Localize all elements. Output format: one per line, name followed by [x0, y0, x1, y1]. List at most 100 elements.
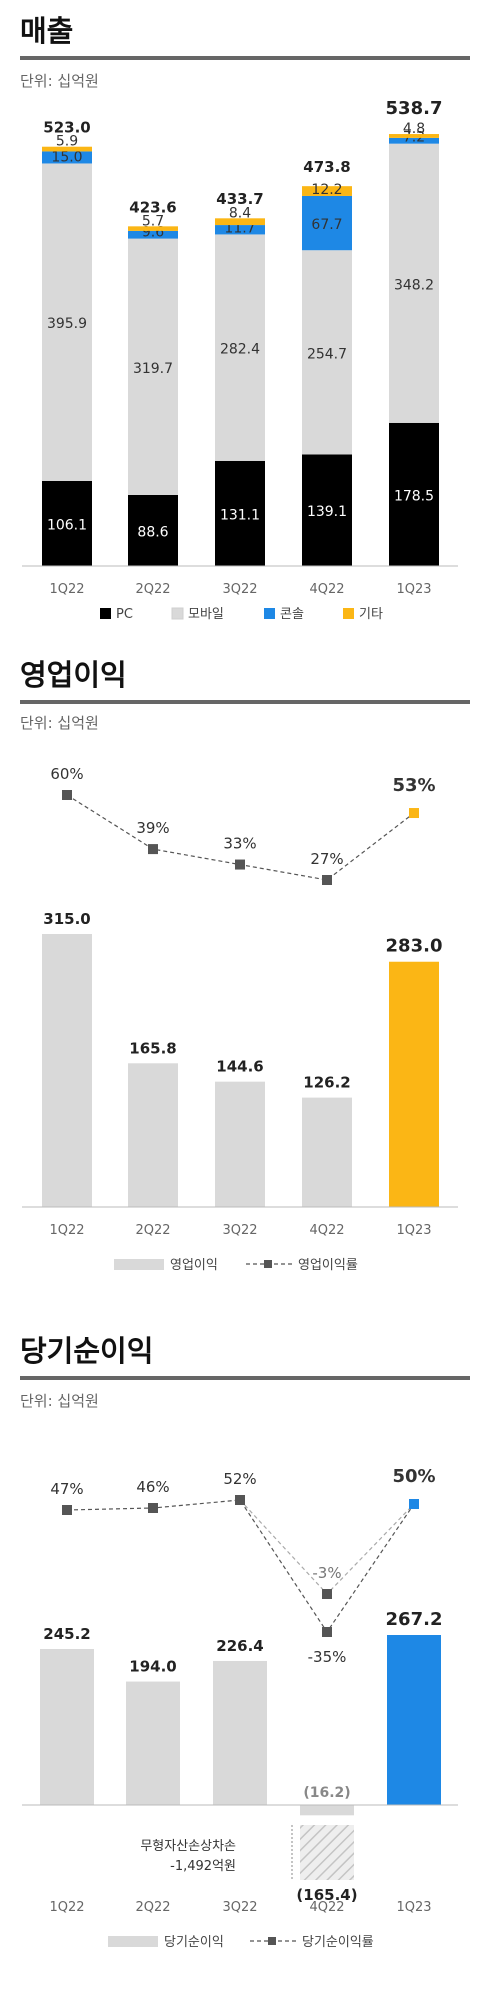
revenue-chart: 106.1395.915.05.9523.01Q2288.6319.79.65.…	[22, 98, 458, 622]
op-margin-point	[148, 844, 158, 855]
net-value-label: 245.2	[43, 1625, 90, 1643]
revenue-bar-콘솔-2Q22	[128, 230, 178, 239]
op-value-label: 165.8	[129, 1039, 176, 1057]
revenue-bar-PC-2Q22	[128, 494, 178, 566]
revenue-bar-기타-1Q22	[42, 146, 92, 152]
revenue-title: 매출	[20, 14, 74, 48]
revenue-bar-기타-4Q22	[302, 186, 352, 196]
revenue-bar-PC-1Q23	[389, 422, 439, 566]
revenue-value-label: 88.6	[137, 524, 168, 540]
net-x-tick: 1Q23	[396, 1900, 431, 1915]
net-adjusted-note-line1: 무형자산손상차손	[140, 1839, 236, 1854]
net-adjusted-label: (165.4)	[296, 1886, 357, 1904]
revenue-value-label: 12.2	[311, 182, 342, 198]
op-value-label: 144.6	[216, 1058, 263, 1076]
revenue-value-label: 131.1	[220, 507, 260, 523]
revenue-value-label: 15.0	[51, 149, 82, 165]
op-margin-point	[322, 875, 332, 885]
op-value-label: 315.0	[43, 910, 90, 928]
op-value-label: 126.2	[303, 1074, 350, 1092]
op-x-tick: 2Q22	[135, 1223, 170, 1238]
net-value-label: 267.2	[386, 1609, 443, 1630]
revenue-legend-label: 기타	[359, 607, 383, 622]
net-x-tick: 1Q22	[49, 1900, 84, 1915]
revenue-bar-콘솔-4Q22	[302, 195, 352, 251]
net-bar-2Q22	[126, 1681, 180, 1805]
revenue-bar-모바일-4Q22	[302, 250, 352, 455]
net-value-label: (16.2)	[303, 1785, 350, 1801]
op-legend-line-label: 영업이익률	[298, 1258, 358, 1273]
revenue-bar-콘솔-3Q22	[215, 225, 265, 235]
revenue-bar-기타-1Q23	[389, 134, 439, 138]
net-legend-bar-swatch	[108, 1936, 158, 1947]
revenue-x-tick: 2Q22	[135, 582, 170, 597]
net-x-tick: 3Q22	[222, 1900, 257, 1915]
revenue-legend-swatch	[100, 608, 111, 619]
revenue-bar-모바일-1Q22	[42, 163, 92, 481]
revenue-value-label: 4.8	[403, 121, 425, 137]
net-legend-line-label: 당기순이익률	[302, 1935, 374, 1950]
revenue-value-label: 178.5	[394, 488, 434, 504]
op-title-rule	[20, 700, 470, 704]
revenue-value-label: 395.9	[47, 316, 87, 332]
op-margin-label: 53%	[392, 775, 435, 796]
revenue-legend-label: PC	[116, 607, 133, 622]
net-margin-point	[409, 1499, 419, 1509]
revenue-legend-swatch	[264, 608, 275, 619]
net-bar-1Q23	[387, 1635, 441, 1805]
op-margin-label: 33%	[223, 835, 256, 853]
revenue-bar-기타-3Q22	[215, 218, 265, 226]
net-margin-label: 47%	[50, 1480, 83, 1498]
revenue-bar-PC-4Q22	[302, 454, 352, 566]
revenue-bar-모바일-1Q23	[389, 143, 439, 423]
net-bar-4Q22	[300, 1805, 354, 1816]
net-margin-label: 52%	[223, 1470, 256, 1488]
revenue-x-tick: 4Q22	[309, 582, 344, 597]
op-margin-point	[235, 859, 245, 870]
revenue-legend-swatch	[343, 608, 354, 619]
net-margin-point	[148, 1503, 158, 1513]
op-unit: 단위: 십억원	[20, 714, 99, 732]
op-bar-1Q23	[389, 961, 439, 1207]
revenue-total-label: 523.0	[43, 119, 90, 137]
revenue-bar-콘솔-1Q23	[389, 137, 439, 144]
op-x-tick: 1Q23	[396, 1223, 431, 1238]
net-x-tick: 2Q22	[135, 1900, 170, 1915]
revenue-value-label: 282.4	[220, 342, 260, 358]
revenue-value-label: 139.1	[307, 504, 347, 520]
net-value-label: 194.0	[129, 1658, 176, 1676]
net-margin-alt-label: -3%	[312, 1564, 341, 1582]
op-margin-point	[409, 808, 419, 819]
revenue-value-label: 8.4	[229, 205, 251, 221]
op-x-tick: 1Q22	[49, 1223, 84, 1238]
revenue-total-label: 423.6	[129, 198, 176, 216]
op-value-label: 283.0	[386, 936, 443, 957]
net-adjusted-bar	[300, 1825, 354, 1880]
op-x-tick: 3Q22	[222, 1223, 257, 1238]
op-margin-label: 39%	[136, 819, 169, 837]
revenue-value-label: 319.7	[133, 361, 173, 377]
net-margin-point	[322, 1627, 332, 1637]
op-legend-bar-swatch	[114, 1259, 164, 1270]
net-title-rule	[20, 1376, 470, 1380]
revenue-x-tick: 3Q22	[222, 582, 257, 597]
revenue-legend-label: 콘솔	[280, 607, 304, 622]
revenue-bar-PC-3Q22	[215, 460, 265, 566]
net-value-label: 226.4	[216, 1637, 263, 1655]
revenue-x-tick: 1Q22	[49, 582, 84, 597]
revenue-value-label: 5.9	[56, 134, 78, 150]
revenue-bar-PC-1Q22	[42, 480, 92, 566]
net-bar-1Q22	[40, 1648, 94, 1805]
op-x-tick: 4Q22	[309, 1223, 344, 1238]
op-bar-1Q22	[42, 934, 92, 1207]
net-bar-3Q22	[213, 1660, 267, 1805]
revenue-total-label: 473.8	[303, 158, 350, 176]
revenue-total-label: 433.7	[216, 190, 263, 208]
net-unit: 단위: 십억원	[20, 1392, 99, 1410]
revenue-total-label: 538.7	[386, 98, 443, 119]
op-title: 영업이익	[20, 658, 127, 692]
op-margin-label: 60%	[50, 765, 83, 783]
net-margin-label: 46%	[136, 1478, 169, 1496]
revenue-x-tick: 1Q23	[396, 582, 431, 597]
net-margin-label: 50%	[392, 1466, 435, 1487]
